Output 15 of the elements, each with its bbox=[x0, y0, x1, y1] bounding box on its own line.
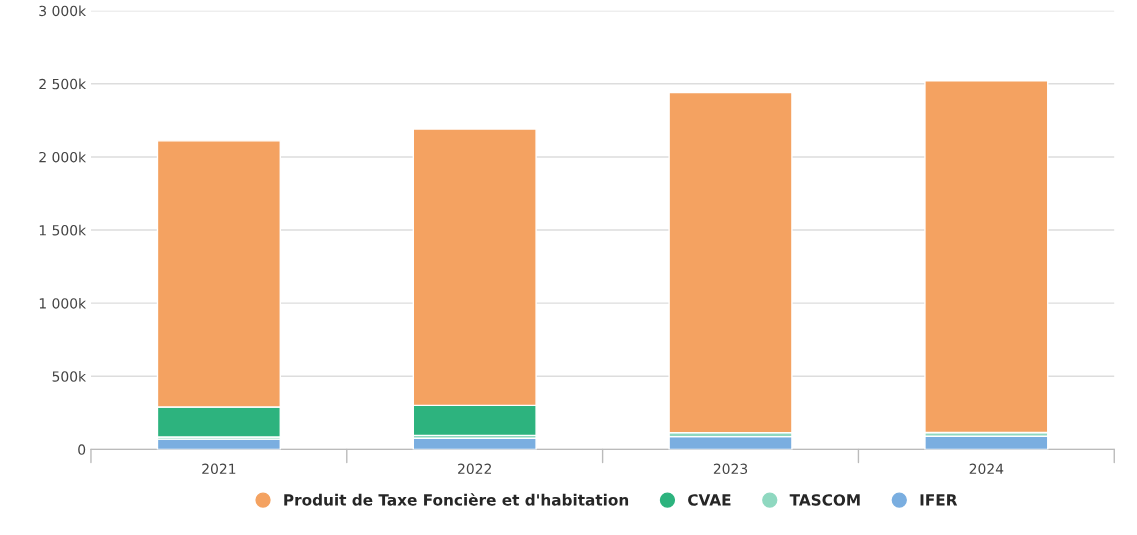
y-tick-label: 3 000k bbox=[39, 5, 87, 17]
legend-label: IFER bbox=[920, 494, 958, 506]
legend-label: CVAE bbox=[688, 494, 731, 506]
x-tick-label: 2022 bbox=[458, 463, 491, 475]
y-tick-label: 2 000k bbox=[39, 151, 87, 163]
x-tick-label: 2021 bbox=[202, 463, 236, 475]
legend-label: Produit de Taxe Foncière et d'habitation bbox=[284, 493, 629, 506]
x-tick-label: 2024 bbox=[969, 463, 1004, 475]
legend-label: TASCOM bbox=[789, 494, 860, 506]
y-tick-label: 0 bbox=[78, 444, 86, 455]
y-tick-label: 2 500k bbox=[39, 78, 87, 90]
x-tick-label: 2023 bbox=[713, 463, 748, 475]
y-tick-label: 1 500k bbox=[39, 224, 87, 236]
y-tick-label: 1 000k bbox=[39, 297, 87, 309]
y-tick-label: 500k bbox=[52, 371, 87, 382]
